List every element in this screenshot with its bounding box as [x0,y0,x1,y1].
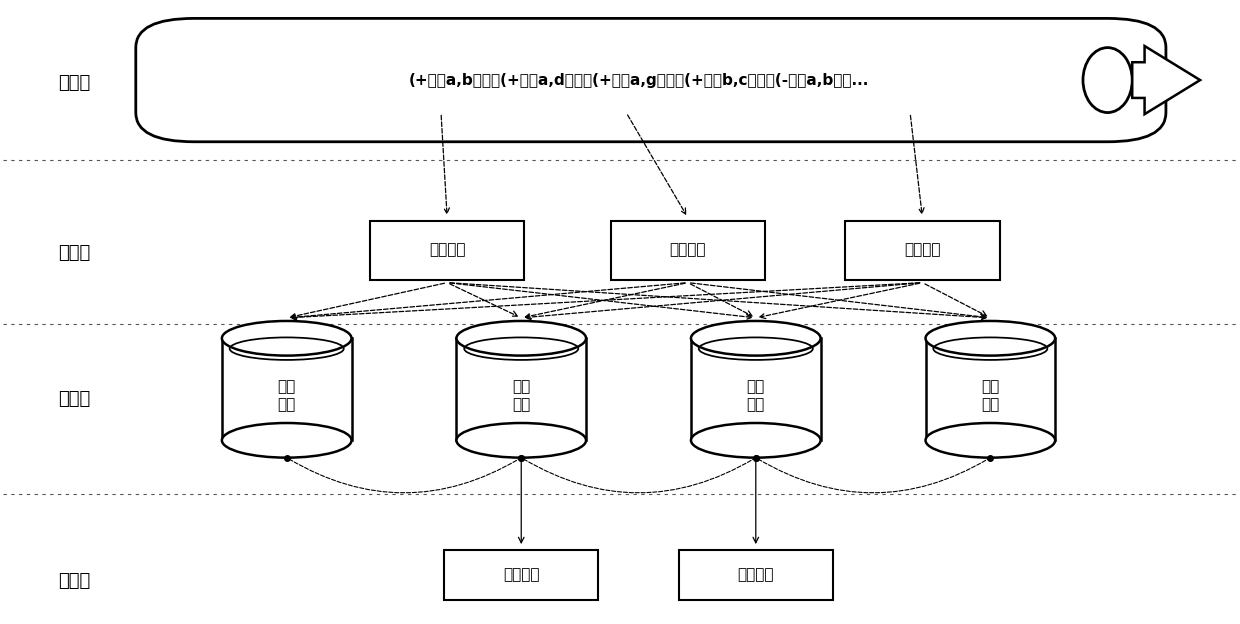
FancyBboxPatch shape [611,221,765,280]
Text: 存储
节点: 存储 节点 [981,379,999,412]
Ellipse shape [691,423,821,457]
Text: 存储
节点: 存储 节点 [746,379,765,412]
FancyBboxPatch shape [444,550,599,600]
Ellipse shape [456,423,587,457]
Bar [222,338,351,441]
Ellipse shape [222,321,351,356]
Ellipse shape [222,423,351,457]
Text: 计算节点: 计算节点 [429,243,465,258]
FancyBboxPatch shape [678,550,833,600]
Text: 访问节点: 访问节点 [503,567,539,582]
Bar [691,338,821,441]
Bar [456,338,587,441]
Text: 存储
节点: 存储 节点 [278,379,296,412]
Text: 计算层: 计算层 [58,244,91,262]
Ellipse shape [691,321,821,356]
Ellipse shape [925,321,1055,356]
FancyBboxPatch shape [136,18,1166,142]
Text: 存储层: 存储层 [58,389,91,407]
FancyBboxPatch shape [370,221,525,280]
Text: 计算节点: 计算节点 [904,243,941,258]
Text: 访问层: 访问层 [58,572,91,590]
Text: (+，（a,b）），(+，（a,d）），(+，（a,g）），(+，（b,c）），(-，（a,b））...: (+，（a,b）），(+，（a,d）），(+，（a,g）），(+，（b,c）），… [408,72,869,87]
Text: 计算节点: 计算节点 [670,243,706,258]
FancyBboxPatch shape [846,221,999,280]
Ellipse shape [925,423,1055,457]
Ellipse shape [1083,47,1132,112]
Text: 访问节点: 访问节点 [738,567,774,582]
Text: 存储
节点: 存储 节点 [512,379,531,412]
FancyArrow shape [1132,46,1200,114]
Ellipse shape [456,321,587,356]
Bar [925,338,1055,441]
Text: 接入层: 接入层 [58,74,91,92]
